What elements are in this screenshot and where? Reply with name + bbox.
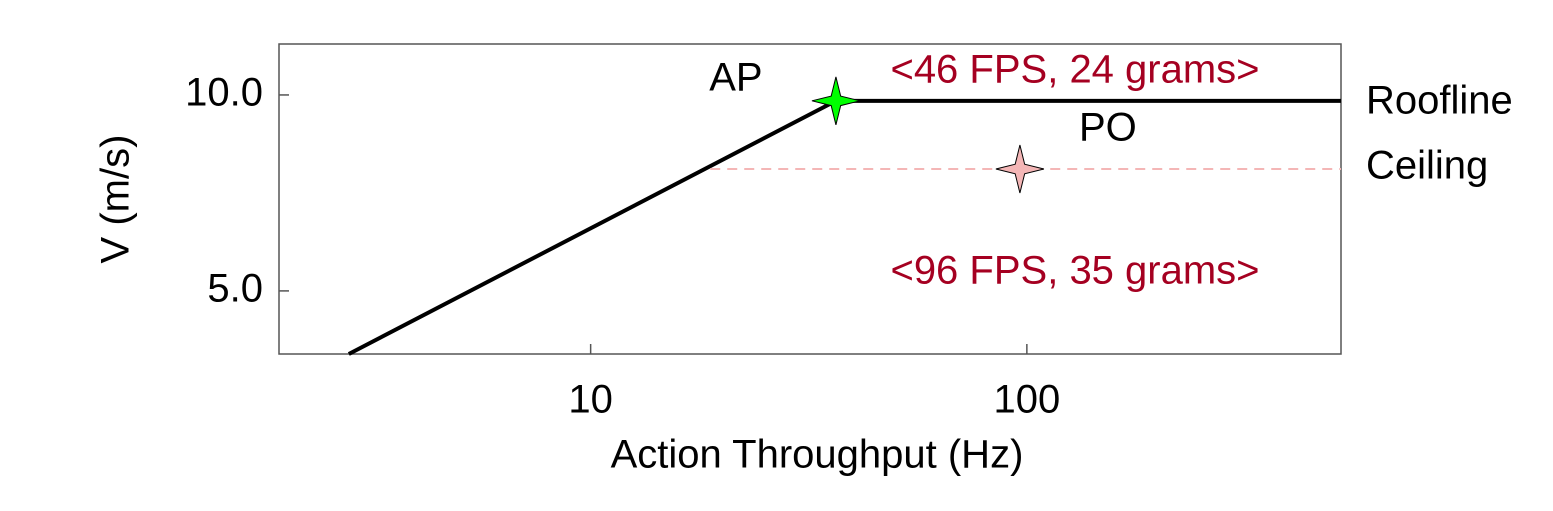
x-tick-label: 100	[993, 378, 1060, 422]
x-axis-label: Action Throughput (Hz)	[611, 433, 1024, 477]
point-label: PO	[1079, 106, 1137, 150]
marker	[811, 76, 861, 125]
marker	[995, 144, 1045, 194]
y-axis-label: V (m/s)	[94, 135, 138, 264]
y-tick-label: 10.0	[185, 71, 263, 115]
series-line	[347, 98, 1341, 356]
point-label: AP	[709, 55, 762, 99]
plot-frame	[278, 43, 1342, 355]
x-tick-label: 10	[568, 378, 613, 422]
line-label: Ceiling	[1366, 144, 1488, 188]
annotation: <96 FPS, 35 grams>	[890, 249, 1259, 293]
line-label: Roofline	[1366, 79, 1513, 123]
annotation: <46 FPS, 24 grams>	[890, 48, 1259, 92]
y-tick-label: 5.0	[207, 266, 263, 310]
